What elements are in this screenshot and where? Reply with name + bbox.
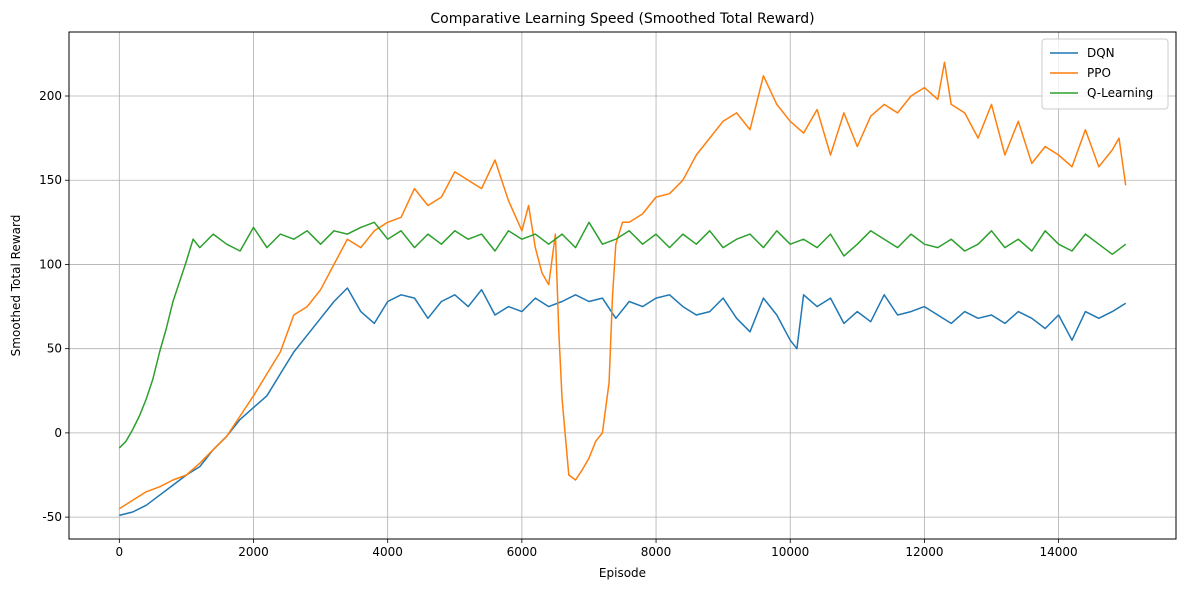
x-tick-label: 8000 xyxy=(641,545,672,559)
y-axis-label: Smoothed Total Reward xyxy=(9,215,23,357)
series-line-ppo xyxy=(118,61,1127,510)
x-axis-label: Episode xyxy=(599,566,646,580)
chart-title: Comparative Learning Speed (Smoothed Tot… xyxy=(430,11,814,27)
y-tick-label: 150 xyxy=(39,173,62,187)
x-tick-label: 12000 xyxy=(905,545,943,559)
x-tick-label: 0 xyxy=(115,545,123,559)
x-tick-label: 6000 xyxy=(507,545,538,559)
y-tick-label: 100 xyxy=(39,257,62,271)
legend-label: DQN xyxy=(1087,46,1115,60)
x-tick-label: 10000 xyxy=(771,545,809,559)
series-line-dqn xyxy=(119,287,1127,517)
x-tick-label: 14000 xyxy=(1039,545,1077,559)
y-tick-label: 200 xyxy=(39,89,62,103)
series-line-q-learning xyxy=(118,221,1127,449)
y-axis-ticks: -50 0 50 100 150 200 xyxy=(39,89,69,524)
x-axis-ticks: 0 2000 4000 6000 8000 10000 12000 14000 xyxy=(115,539,1078,559)
plot-frame xyxy=(68,31,1177,540)
y-tick-label: 0 xyxy=(54,426,62,440)
y-tick-label: 50 xyxy=(47,342,62,356)
legend-label: PPO xyxy=(1087,66,1111,80)
grid xyxy=(69,32,1176,539)
legend: DQN PPO Q-Learning xyxy=(1041,38,1169,110)
x-tick-label: 2000 xyxy=(238,545,269,559)
legend-label: Q-Learning xyxy=(1087,86,1153,100)
series-layer xyxy=(118,61,1127,517)
x-tick-label: 4000 xyxy=(372,545,403,559)
y-tick-label: -50 xyxy=(42,510,62,524)
legend-box xyxy=(1041,38,1169,110)
